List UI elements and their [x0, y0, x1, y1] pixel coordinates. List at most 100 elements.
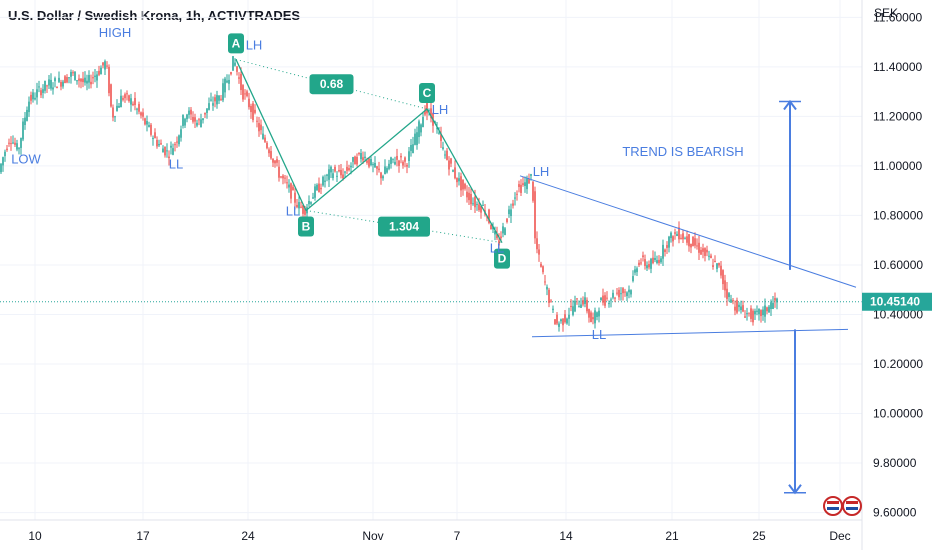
y-tick-label: 11.20000 — [873, 109, 922, 123]
candle-body — [82, 78, 84, 83]
candle-body — [304, 207, 306, 215]
candle-body — [398, 160, 400, 166]
candle-body — [564, 314, 566, 323]
pattern-point-label: B — [302, 219, 311, 233]
candle-body — [244, 93, 246, 95]
candle-body — [696, 245, 698, 247]
pattern-point-badge — [494, 248, 510, 269]
candle-body — [376, 166, 378, 169]
candle-body — [314, 186, 316, 198]
candle-body — [216, 95, 218, 105]
candle-body — [368, 158, 370, 167]
candle-body — [720, 265, 722, 276]
candle-body — [510, 209, 512, 217]
support-trendline — [531, 328, 849, 338]
candle-body — [574, 300, 576, 312]
candle-body — [318, 183, 320, 193]
candle-body — [616, 292, 618, 294]
flag-circle — [842, 496, 862, 516]
candle-body — [714, 260, 716, 262]
pattern-point-badge — [298, 216, 314, 237]
candle-body — [654, 257, 656, 261]
candle-body — [590, 312, 592, 323]
candle-body — [622, 288, 624, 294]
candle-body — [200, 119, 202, 128]
candle-body — [140, 112, 142, 116]
candle-body — [150, 124, 152, 135]
candle-body — [382, 176, 384, 179]
x-tick-label: Dec — [829, 529, 850, 543]
candle-body — [224, 78, 226, 93]
candle-body — [542, 266, 544, 273]
candle-body — [250, 106, 252, 113]
candle-body — [168, 156, 170, 159]
candle-body — [226, 80, 228, 83]
candle-body — [302, 205, 304, 214]
candle-body — [572, 306, 574, 315]
candle-body — [274, 160, 276, 164]
candle-body — [586, 299, 588, 312]
candle-body — [540, 263, 542, 267]
candle-body — [228, 79, 230, 84]
candle-body — [568, 314, 570, 319]
candle-body — [106, 65, 108, 67]
candle-body — [104, 61, 106, 70]
candle-body — [450, 158, 452, 164]
candle-body — [316, 184, 318, 190]
candle-body — [212, 103, 214, 106]
candle-body — [326, 174, 328, 176]
candle-body — [456, 177, 458, 183]
candle-body — [580, 304, 582, 308]
candles-layer — [0, 56, 778, 332]
candle-body — [678, 227, 680, 240]
candle-body — [128, 95, 130, 102]
candle-body — [252, 103, 254, 121]
candle-body — [22, 121, 24, 140]
y-tick-label: 10.40000 — [873, 307, 923, 321]
candle-body — [296, 204, 298, 208]
candle-body — [600, 297, 602, 301]
candle-body — [704, 248, 706, 256]
candle-body — [176, 141, 178, 143]
candle-body — [734, 306, 736, 311]
x-tick-label: 10 — [28, 529, 42, 543]
candle-body — [708, 255, 710, 257]
candle-body — [92, 77, 94, 79]
annotation-label: LH — [533, 164, 550, 179]
candle-body — [464, 183, 466, 189]
candle-body — [614, 297, 616, 299]
candle-body — [88, 75, 90, 83]
candle-body — [742, 305, 744, 312]
candle-body — [166, 150, 168, 152]
candle-body — [584, 297, 586, 304]
annotation-label: LL — [490, 241, 504, 256]
ratio-label: 0.68 — [320, 77, 344, 91]
candle-body — [478, 204, 480, 211]
candle-body — [196, 122, 198, 126]
ratio-badge — [309, 74, 354, 95]
flag-circle — [823, 496, 843, 516]
candle-body — [294, 192, 296, 203]
candle-body — [260, 124, 262, 131]
candle-body — [156, 139, 158, 147]
candle-body — [64, 76, 66, 84]
candle-body — [728, 293, 730, 298]
candle-body — [310, 202, 312, 204]
candle-body — [354, 156, 356, 165]
trendlines-layer — [519, 99, 857, 495]
candle-body — [446, 150, 448, 160]
candle-body — [284, 177, 286, 179]
candle-body — [118, 105, 120, 108]
candle-body — [394, 161, 396, 165]
candle-body — [184, 118, 186, 126]
current-price-label: 10.45140 — [870, 295, 920, 309]
candle-body — [204, 112, 206, 115]
candle-body — [626, 292, 628, 297]
candle-body — [370, 158, 372, 166]
candle-body — [658, 259, 660, 264]
candle-body — [70, 71, 72, 77]
candle-body — [108, 66, 110, 94]
candle-body — [384, 166, 386, 175]
pattern-point-badge — [419, 82, 435, 103]
